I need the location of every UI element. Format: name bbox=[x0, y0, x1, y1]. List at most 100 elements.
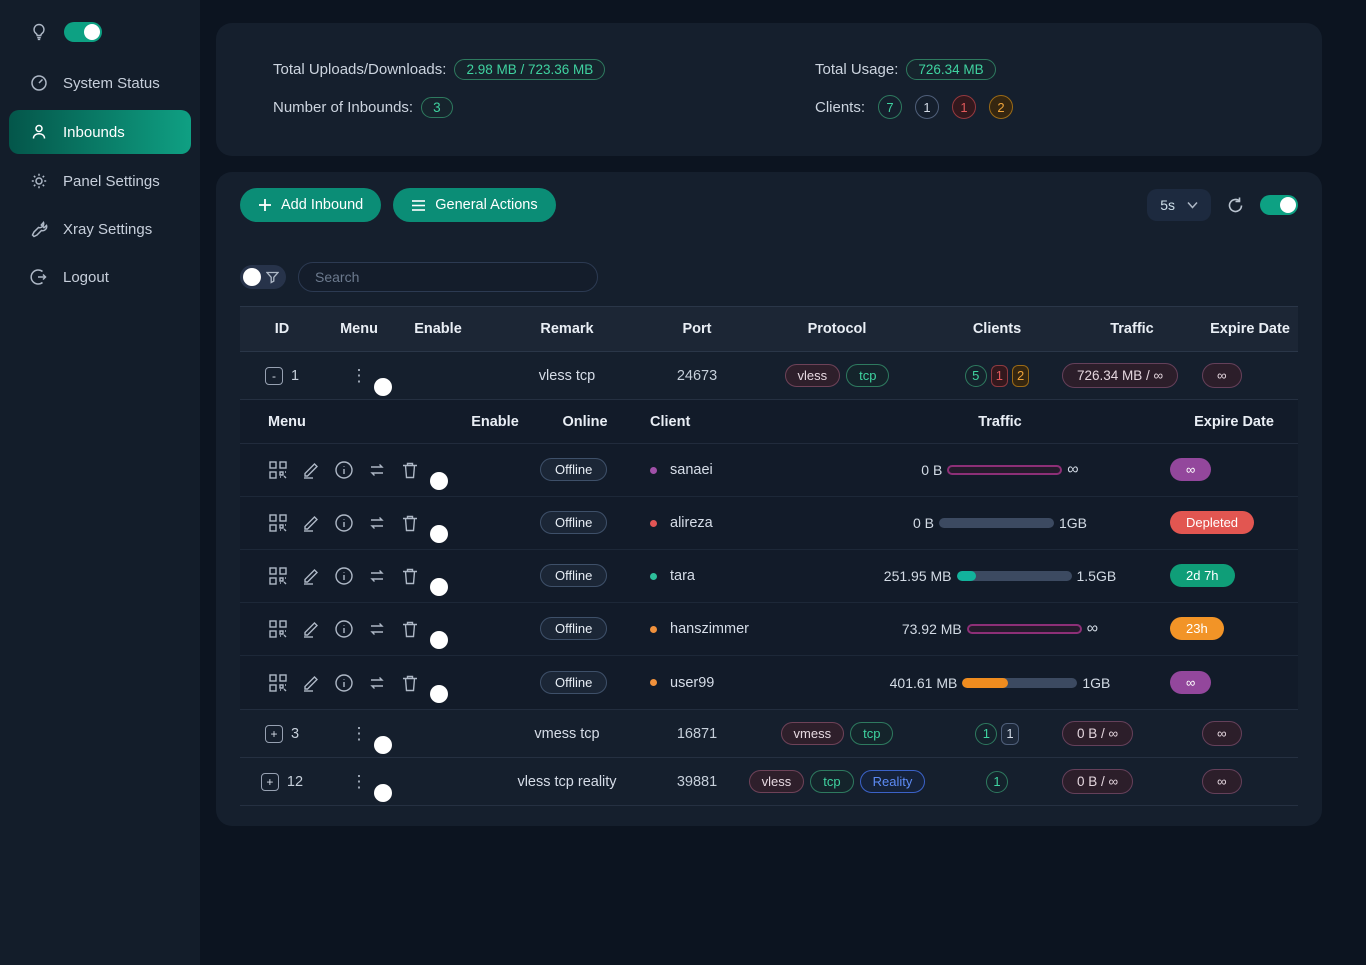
sidebar-item-xray-settings[interactable]: Xray Settings bbox=[0, 208, 200, 250]
client-name: hanszimmer bbox=[670, 621, 749, 637]
col-header-enable: Enable bbox=[414, 321, 462, 337]
traffic-limit: 1GB bbox=[1082, 674, 1111, 691]
inbound-traffic-pill: 726.34 MB / ∞ bbox=[1062, 362, 1179, 388]
add-inbound-button[interactable]: Add Inbound bbox=[240, 188, 382, 222]
toolbar: Add Inbound General Actions 5s bbox=[216, 172, 1322, 222]
toggle-knob bbox=[430, 578, 448, 596]
online-status-badge: Offline bbox=[540, 617, 608, 640]
client-row: Offline tara 251.95 MB 1.5GB 2d 7h bbox=[240, 550, 1298, 603]
edit-pencil-icon[interactable] bbox=[301, 513, 321, 533]
delete-trash-icon[interactable] bbox=[400, 566, 420, 586]
search-input[interactable] bbox=[298, 262, 598, 292]
traffic-bar bbox=[939, 518, 1054, 528]
row-menu-dots-icon[interactable]: ⋮ bbox=[350, 723, 368, 743]
delete-trash-icon[interactable] bbox=[400, 619, 420, 639]
info-icon[interactable] bbox=[334, 619, 354, 639]
online-status-badge: Offline bbox=[540, 458, 608, 481]
qr-code-icon[interactable] bbox=[268, 673, 288, 693]
col-header-menu: Menu bbox=[340, 321, 378, 337]
traffic-limit: ∞ bbox=[1067, 461, 1079, 478]
stat-label: Clients: bbox=[815, 98, 866, 116]
sidebar-item-logout[interactable]: Logout bbox=[0, 256, 200, 298]
delete-trash-icon[interactable] bbox=[400, 513, 420, 533]
expand-row-button[interactable]: + bbox=[264, 724, 283, 743]
qr-code-icon[interactable] bbox=[268, 619, 288, 639]
stat-number-of-inbounds: Number of Inbounds: 3 bbox=[273, 94, 815, 120]
traffic-bar-fill bbox=[962, 677, 1009, 688]
stat-clients: Clients: 7 1 1 2 bbox=[815, 94, 1322, 120]
auto-refresh-toggle[interactable] bbox=[1260, 195, 1298, 215]
clients-count-badge-disabled: 1 bbox=[915, 95, 940, 119]
client-col-client: Client bbox=[650, 413, 691, 430]
online-status-badge: Offline bbox=[540, 511, 608, 534]
traffic-used: 0 B bbox=[912, 515, 934, 531]
traffic-used: 251.95 MB bbox=[883, 568, 952, 584]
wrench-icon bbox=[30, 220, 48, 238]
reset-traffic-icon[interactable] bbox=[367, 513, 387, 533]
qr-code-icon[interactable] bbox=[268, 513, 288, 533]
info-icon[interactable] bbox=[334, 566, 354, 586]
delete-trash-icon[interactable] bbox=[400, 673, 420, 693]
edit-pencil-icon[interactable] bbox=[301, 619, 321, 639]
row-menu-dots-icon[interactable]: ⋮ bbox=[350, 365, 368, 385]
add-inbound-label: Add Inbound bbox=[281, 197, 364, 213]
client-col-menu: Menu bbox=[268, 413, 306, 430]
qr-code-icon[interactable] bbox=[268, 566, 288, 586]
filter-toggle[interactable] bbox=[240, 265, 286, 289]
reset-traffic-icon[interactable] bbox=[367, 673, 387, 693]
protocol-badge: vless bbox=[748, 770, 805, 793]
client-col-traffic: Traffic bbox=[978, 413, 1022, 430]
clients-count-badge-depleted: 1 bbox=[952, 95, 977, 119]
sidebar-item-label: System Status bbox=[63, 74, 160, 92]
traffic-bar bbox=[966, 624, 1082, 634]
traffic-limit: 1GB bbox=[1059, 515, 1088, 531]
col-header-clients: Clients bbox=[972, 321, 1022, 337]
reset-traffic-icon[interactable] bbox=[367, 460, 387, 480]
theme-toggle[interactable] bbox=[64, 22, 102, 42]
traffic-limit: ∞ bbox=[1086, 620, 1099, 637]
sidebar-item-inbounds[interactable]: Inbounds bbox=[9, 110, 191, 154]
client-count-badge: 2 bbox=[1012, 364, 1030, 387]
reset-traffic-icon[interactable] bbox=[367, 566, 387, 586]
traffic-limit: 1.5GB bbox=[1076, 568, 1117, 584]
refresh-interval-select[interactable]: 5s bbox=[1147, 189, 1211, 221]
client-count-badge: 1 bbox=[990, 364, 1008, 387]
sidebar-item-system-status[interactable]: System Status bbox=[0, 62, 200, 104]
client-name: tara bbox=[670, 568, 695, 584]
traffic-bar-fill bbox=[956, 571, 977, 581]
refresh-icon[interactable] bbox=[1226, 196, 1245, 215]
toggle-knob bbox=[430, 472, 448, 490]
transport-badge: tcp bbox=[850, 722, 894, 745]
client-col-expire: Expire Date bbox=[1194, 413, 1274, 430]
info-icon[interactable] bbox=[334, 673, 354, 693]
collapse-row-button[interactable]: - bbox=[264, 366, 283, 385]
clients-count-badge-online: 7 bbox=[878, 95, 903, 119]
qr-code-icon[interactable] bbox=[268, 460, 288, 480]
stat-total-usage: Total Usage: 726.34 MB bbox=[815, 56, 1322, 82]
info-icon[interactable] bbox=[334, 513, 354, 533]
theme-toggle-knob bbox=[84, 24, 100, 40]
client-count-badge: 5 bbox=[964, 364, 987, 387]
row-menu-dots-icon[interactable]: ⋮ bbox=[350, 771, 368, 791]
inbound-traffic-pill: 0 B / ∞ bbox=[1062, 768, 1134, 794]
sidebar-item-label: Panel Settings bbox=[63, 172, 160, 190]
toggle-knob bbox=[374, 735, 392, 754]
edit-pencil-icon[interactable] bbox=[301, 460, 321, 480]
col-header-remark: Remark bbox=[540, 321, 594, 337]
info-icon[interactable] bbox=[334, 460, 354, 480]
client-status-dot bbox=[650, 466, 657, 474]
delete-trash-icon[interactable] bbox=[400, 460, 420, 480]
edit-pencil-icon[interactable] bbox=[301, 566, 321, 586]
col-header-protocol: Protocol bbox=[807, 321, 867, 337]
refresh-interval-value: 5s bbox=[1160, 197, 1175, 213]
general-actions-button[interactable]: General Actions bbox=[393, 188, 556, 222]
reset-traffic-icon[interactable] bbox=[367, 619, 387, 639]
expand-row-button[interactable]: + bbox=[260, 772, 279, 791]
edit-pencil-icon[interactable] bbox=[301, 673, 321, 693]
sidebar-item-panel-settings[interactable]: Panel Settings bbox=[0, 160, 200, 202]
client-status-dot bbox=[650, 625, 657, 633]
main-content: Total Uploads/Downloads: 2.98 MB / 723.3… bbox=[200, 0, 1366, 965]
col-header-traffic: Traffic bbox=[1110, 321, 1154, 337]
transport-badge: tcp bbox=[846, 364, 890, 387]
inbound-port: 24673 bbox=[676, 367, 718, 384]
